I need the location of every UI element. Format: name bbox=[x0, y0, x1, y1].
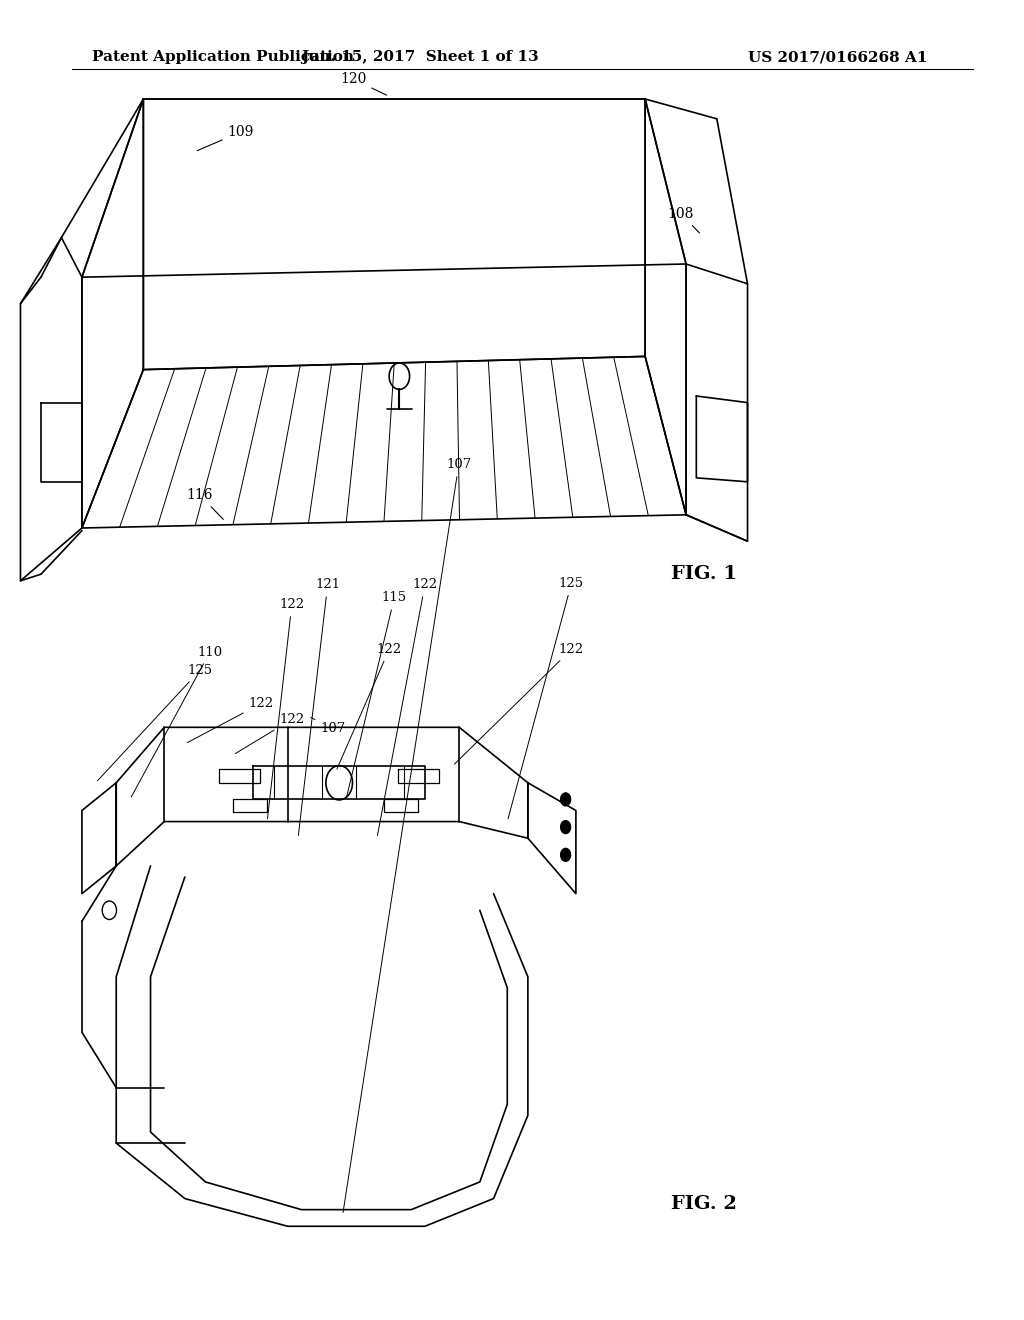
Circle shape bbox=[560, 849, 570, 862]
Text: 115: 115 bbox=[347, 591, 407, 797]
Text: Jun. 15, 2017  Sheet 1 of 13: Jun. 15, 2017 Sheet 1 of 13 bbox=[301, 50, 539, 65]
Text: 122: 122 bbox=[236, 713, 304, 754]
Text: FIG. 1: FIG. 1 bbox=[671, 565, 737, 583]
Text: 108: 108 bbox=[668, 207, 699, 232]
Text: 116: 116 bbox=[186, 488, 223, 519]
Text: 120: 120 bbox=[340, 73, 387, 95]
Text: 109: 109 bbox=[197, 125, 254, 150]
Circle shape bbox=[560, 793, 570, 807]
Text: 122: 122 bbox=[187, 697, 273, 743]
Text: 125: 125 bbox=[97, 664, 212, 780]
Text: 110: 110 bbox=[131, 645, 222, 797]
Text: 121: 121 bbox=[298, 578, 340, 836]
Text: 122: 122 bbox=[455, 643, 584, 764]
Text: 107: 107 bbox=[311, 718, 345, 735]
Text: US 2017/0166268 A1: US 2017/0166268 A1 bbox=[748, 50, 927, 65]
Text: FIG. 2: FIG. 2 bbox=[671, 1195, 736, 1213]
Text: 125: 125 bbox=[508, 577, 584, 818]
Text: 107: 107 bbox=[343, 458, 471, 1213]
Circle shape bbox=[560, 821, 570, 834]
Text: 122: 122 bbox=[267, 598, 304, 818]
Text: 122: 122 bbox=[337, 643, 401, 770]
Text: Patent Application Publication: Patent Application Publication bbox=[92, 50, 354, 65]
Text: 122: 122 bbox=[378, 578, 437, 836]
